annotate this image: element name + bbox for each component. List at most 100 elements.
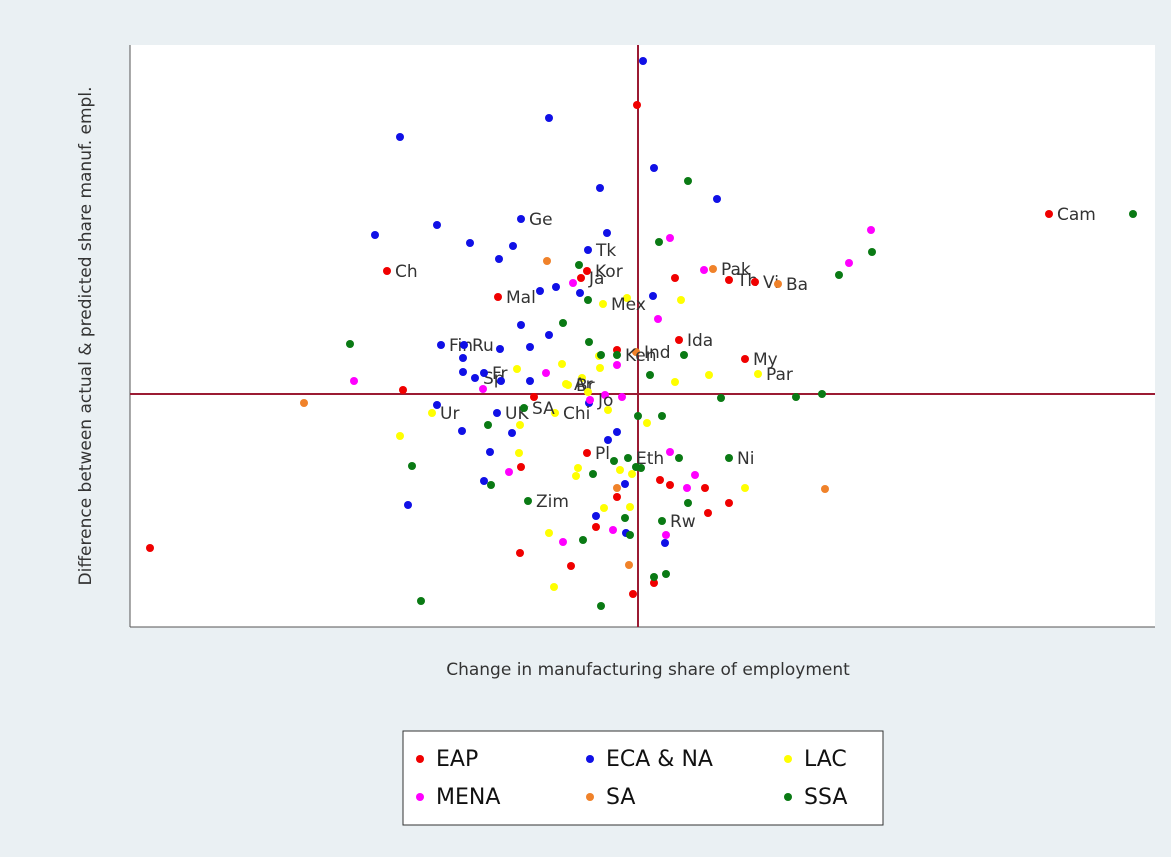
point — [662, 570, 670, 578]
point — [650, 573, 658, 581]
point — [543, 257, 551, 265]
point-label: Zim — [536, 492, 569, 512]
point — [480, 477, 488, 485]
point — [396, 432, 404, 440]
point — [545, 331, 553, 339]
point — [655, 238, 663, 246]
legend-label: SSA — [804, 785, 847, 810]
point — [705, 371, 713, 379]
point — [399, 386, 407, 394]
point — [592, 512, 600, 520]
point — [609, 526, 617, 534]
point — [634, 412, 642, 420]
point — [621, 514, 629, 522]
legend-marker — [784, 755, 792, 763]
point — [684, 499, 692, 507]
point — [459, 354, 467, 362]
point — [300, 399, 308, 407]
point — [867, 226, 875, 234]
point — [774, 280, 782, 288]
point-label: Tk — [595, 241, 616, 261]
point-label: Th — [736, 271, 758, 291]
legend-marker — [586, 755, 594, 763]
point — [616, 466, 624, 474]
point — [650, 164, 658, 172]
point — [517, 215, 525, 223]
point — [558, 360, 566, 368]
point — [371, 231, 379, 239]
point — [484, 421, 492, 429]
legend-label: MENA — [436, 785, 500, 810]
point — [626, 531, 634, 539]
point — [666, 234, 674, 242]
point — [683, 484, 691, 492]
point — [691, 471, 699, 479]
point-label: Ch — [395, 262, 418, 282]
point — [589, 470, 597, 478]
point — [583, 449, 591, 457]
point — [550, 583, 558, 591]
point — [637, 464, 645, 472]
point-label: My — [753, 350, 778, 370]
point — [725, 454, 733, 462]
point — [545, 529, 553, 537]
point — [346, 340, 354, 348]
point — [417, 597, 425, 605]
point — [520, 404, 528, 412]
point — [471, 374, 479, 382]
point — [530, 393, 538, 401]
point-label: Ni — [737, 449, 754, 469]
point — [383, 267, 391, 275]
point — [639, 57, 647, 65]
point — [536, 287, 544, 295]
x-axis-title: Change in manufacturing share of employm… — [446, 660, 850, 680]
point — [404, 501, 412, 509]
legend-marker — [416, 793, 424, 801]
point — [524, 497, 532, 505]
point — [701, 484, 709, 492]
y-axis-title: Difference between actual & predicted sh… — [76, 87, 96, 586]
point — [408, 462, 416, 470]
point-label: Ru — [472, 336, 494, 356]
point — [632, 348, 640, 356]
point — [583, 267, 591, 275]
point — [623, 294, 631, 302]
point — [509, 242, 517, 250]
point — [613, 493, 621, 501]
point — [466, 239, 474, 247]
point-label: SA — [532, 399, 555, 419]
point — [577, 274, 585, 282]
point — [433, 401, 441, 409]
legend-label: LAC — [804, 747, 847, 772]
point — [493, 409, 501, 417]
point — [559, 319, 567, 327]
point — [666, 448, 674, 456]
point-label: Mal — [506, 288, 536, 308]
point — [666, 481, 674, 489]
point — [585, 338, 593, 346]
point — [603, 229, 611, 237]
plot-area — [130, 45, 1155, 627]
point — [433, 221, 441, 229]
point — [526, 343, 534, 351]
point-label: Rw — [670, 512, 696, 532]
point — [578, 374, 586, 382]
point — [654, 315, 662, 323]
point — [513, 365, 521, 373]
point — [508, 429, 516, 437]
point-label: Ida — [687, 331, 713, 351]
point — [704, 509, 712, 517]
point — [700, 266, 708, 274]
point — [596, 184, 604, 192]
point — [517, 321, 525, 329]
point — [741, 484, 749, 492]
point — [576, 289, 584, 297]
point — [613, 428, 621, 436]
point — [629, 590, 637, 598]
point — [713, 195, 721, 203]
point — [643, 419, 651, 427]
point — [574, 464, 582, 472]
point — [604, 436, 612, 444]
point — [526, 377, 534, 385]
